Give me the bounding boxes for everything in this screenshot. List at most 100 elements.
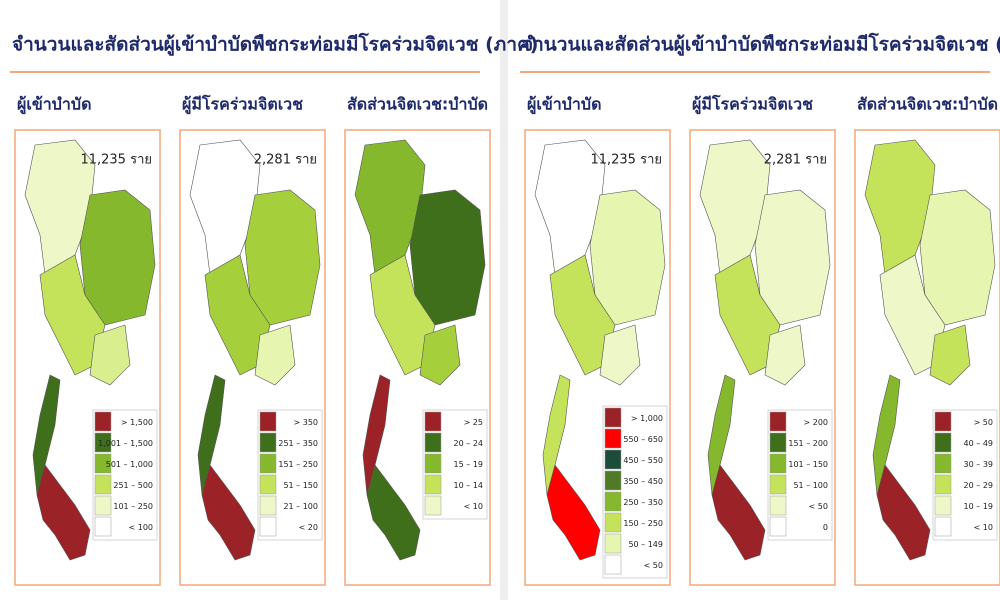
legend-swatch xyxy=(424,411,442,432)
map-region xyxy=(599,324,641,386)
map-region xyxy=(754,189,831,326)
legend-label: > 25 xyxy=(464,418,483,427)
legend-swatch xyxy=(934,495,952,516)
legend-swatch xyxy=(259,411,277,432)
legend-swatch xyxy=(424,495,442,516)
map-region xyxy=(89,324,131,386)
legend-label: 501 – 1,000 xyxy=(106,460,153,469)
map-region xyxy=(36,464,91,561)
legend-label: 51 – 100 xyxy=(793,481,828,490)
legend-label: < 20 xyxy=(299,523,318,532)
legend-swatch xyxy=(604,407,622,428)
legend-swatch xyxy=(424,453,442,474)
map-region xyxy=(546,464,601,561)
legend-label: 150 – 250 xyxy=(623,519,663,528)
legend-label: 1,001 – 1,500 xyxy=(98,439,153,448)
panel-title: จำนวนและสัดส่วนผู้เข้าบำบัดพืชกระท่อมมีโ… xyxy=(12,33,538,57)
legend-swatch xyxy=(424,432,442,453)
legend-label: 51 – 150 xyxy=(283,481,318,490)
legend-label: 350 – 450 xyxy=(623,477,663,486)
legend-swatch xyxy=(259,495,277,516)
legend-label: 101 – 250 xyxy=(113,502,153,511)
map-region xyxy=(929,324,971,386)
legend-label: 40 – 49 xyxy=(964,439,993,448)
legend-label: > 50 xyxy=(974,418,993,427)
legend-swatch xyxy=(94,516,112,537)
legend-label: 10 – 19 xyxy=(964,502,993,511)
legend-label: 251 – 500 xyxy=(113,481,153,490)
map-region xyxy=(409,189,486,326)
legend-swatch xyxy=(259,432,277,453)
legend-label: < 100 xyxy=(128,523,153,532)
map-region xyxy=(419,324,461,386)
map-region xyxy=(201,464,256,561)
legend-label: < 50 xyxy=(644,561,663,570)
map-subtitle: ผู้เข้าบำบัด xyxy=(17,95,91,116)
legend-label: 151 – 200 xyxy=(788,439,828,448)
map-count: 2,281 ราย xyxy=(254,153,317,168)
legend-swatch xyxy=(604,428,622,449)
legend-label: 20 – 29 xyxy=(964,481,993,490)
legend-swatch xyxy=(94,432,112,453)
legend-swatch xyxy=(604,533,622,554)
legend-label: < 10 xyxy=(974,523,993,532)
map-region xyxy=(876,464,931,561)
map-region xyxy=(589,189,666,326)
legend-label: > 350 xyxy=(293,418,318,427)
map-subtitle: สัดส่วนจิตเวช:บำบัด xyxy=(347,95,488,114)
legend-label: 20 – 24 xyxy=(454,439,483,448)
legend-label: 450 – 550 xyxy=(623,456,663,465)
legend-swatch xyxy=(259,516,277,537)
panel-title: จำนวนและสัดส่วนผู้เข้าบำบัดพืชกระท่อมมีโ… xyxy=(522,33,1000,57)
legend-label: 10 – 14 xyxy=(454,481,483,490)
legend-label: > 200 xyxy=(803,418,828,427)
divider xyxy=(500,0,508,600)
legend-swatch xyxy=(604,491,622,512)
legend-swatch xyxy=(769,432,787,453)
legend-label: 15 – 19 xyxy=(454,460,483,469)
legend-swatch xyxy=(424,474,442,495)
legend-label: < 50 xyxy=(809,502,828,511)
legend-swatch xyxy=(934,516,952,537)
legend-label: > 1,500 xyxy=(121,418,153,427)
legend-swatch xyxy=(934,411,952,432)
map-region xyxy=(244,189,321,326)
legend-label: 550 – 650 xyxy=(623,435,663,444)
legend-swatch xyxy=(769,474,787,495)
legend-swatch xyxy=(604,470,622,491)
map-region xyxy=(919,189,996,326)
legend-swatch xyxy=(604,449,622,470)
legend-swatch xyxy=(604,554,622,575)
legend-swatch xyxy=(94,495,112,516)
map-region xyxy=(764,324,806,386)
legend-swatch xyxy=(769,495,787,516)
legend-swatch xyxy=(604,512,622,533)
legend-swatch xyxy=(769,453,787,474)
legend-swatch xyxy=(769,411,787,432)
legend-swatch xyxy=(769,516,787,537)
map-count: 2,281 ราย xyxy=(764,153,827,168)
map-region xyxy=(366,464,421,561)
legend-swatch xyxy=(934,432,952,453)
map-region xyxy=(79,189,156,326)
map-region xyxy=(254,324,296,386)
map-region xyxy=(711,464,766,561)
legend-label: 30 – 39 xyxy=(964,460,993,469)
legend-swatch xyxy=(934,453,952,474)
legend-swatch xyxy=(94,411,112,432)
legend-label: < 10 xyxy=(464,502,483,511)
map-count: 11,235 ราย xyxy=(590,153,662,168)
legend-swatch xyxy=(94,474,112,495)
map-subtitle: ผู้มีโรคร่วมจิตเวช xyxy=(182,94,303,116)
legend-label: > 1,000 xyxy=(631,414,663,423)
legend-label: 101 – 150 xyxy=(788,460,828,469)
legend-label: 0 xyxy=(823,523,828,532)
legend-label: 50 – 149 xyxy=(628,540,663,549)
map-count: 11,235 ราย xyxy=(80,153,152,168)
legend-swatch xyxy=(934,474,952,495)
map-subtitle: ผู้มีโรคร่วมจิตเวช xyxy=(692,94,813,116)
legend-swatch xyxy=(259,453,277,474)
legend-label: 151 – 250 xyxy=(278,460,318,469)
legend-swatch xyxy=(94,453,112,474)
